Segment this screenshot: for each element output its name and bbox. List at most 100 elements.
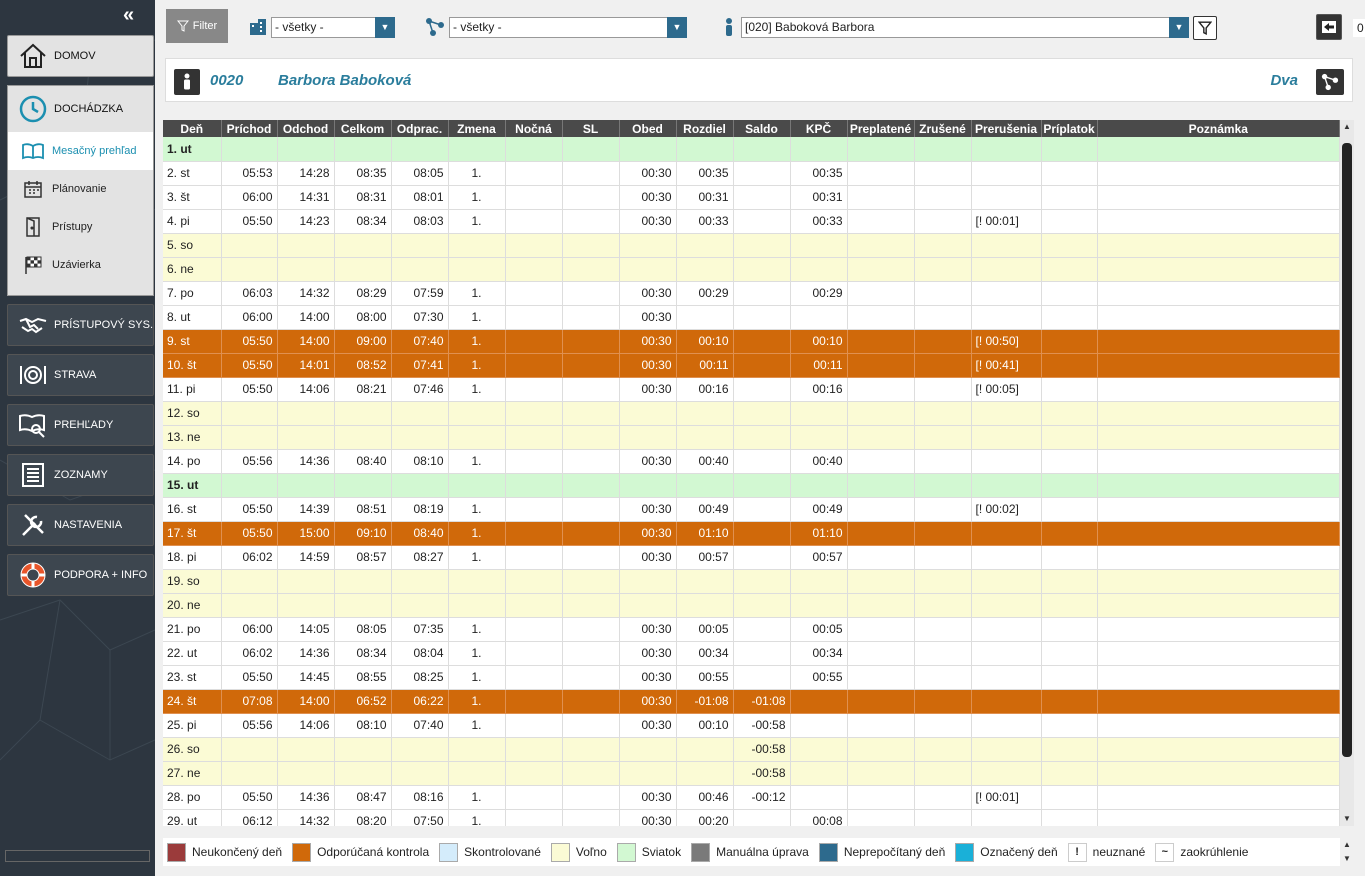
column-header[interactable]: Celkom: [334, 120, 392, 137]
table-row[interactable]: 10. št 05:50 14:01 08:52 07:41 1. 00:30 00:11 00…: [163, 353, 1340, 378]
table-row[interactable]: 20. ne: [163, 593, 1340, 618]
table-cell: [914, 377, 972, 402]
table-cell: [733, 473, 791, 498]
table-cell: [562, 665, 620, 690]
back-button[interactable]: [1316, 14, 1342, 40]
scrollbar-thumb[interactable]: [1342, 143, 1352, 757]
scroll-up-arrow-icon[interactable]: ▲: [1343, 122, 1351, 131]
nav-podpora[interactable]: PODPORA + INFO: [7, 554, 154, 596]
table-cell: [505, 497, 563, 522]
table-cell: 00:29: [790, 281, 848, 306]
table-row[interactable]: 4. pi 05:50 14:23 08:34 08:03 1. 00:30 00:33 00:…: [163, 209, 1340, 234]
table-row[interactable]: 23. st 05:50 14:45 08:55 08:25 1. 00:30 00:55 00…: [163, 665, 1340, 690]
table-row[interactable]: 27. ne -00:58: [163, 761, 1340, 786]
filter-button[interactable]: Filter: [166, 9, 228, 43]
legend-scrollbar[interactable]: ▲ ▼: [1343, 840, 1351, 863]
table-row[interactable]: 26. so -00:58: [163, 737, 1340, 762]
table-cell: 08:03: [391, 209, 449, 234]
sub-item-pristupy[interactable]: Prístupy: [8, 208, 153, 246]
table-row[interactable]: 28. po 05:50 14:36 08:47 08:16 1. 00:30 00:46 -0…: [163, 785, 1340, 810]
column-header[interactable]: Zmena: [448, 120, 506, 137]
table-row[interactable]: 5. so: [163, 233, 1340, 258]
chevron-down-icon[interactable]: ▼: [667, 17, 687, 38]
column-header[interactable]: Odprac.: [391, 120, 449, 137]
table-cell: [1041, 569, 1098, 594]
column-header[interactable]: Príchod: [221, 120, 278, 137]
table-row[interactable]: 18. pi 06:02 14:59 08:57 08:27 1. 00:30 00:57 00…: [163, 545, 1340, 570]
table-row[interactable]: 6. ne: [163, 257, 1340, 282]
table-row[interactable]: 14. po 05:56 14:36 08:40 08:10 1. 00:30 00:40 00…: [163, 449, 1340, 474]
table-row[interactable]: 24. št 07:08 14:00 06:52 06:22 1. 00:30 -01:08-…: [163, 689, 1340, 714]
table-row[interactable]: 8. ut 06:00 14:00 08:00 07:30 1. 00:30: [163, 305, 1340, 330]
table-row[interactable]: 29. ut 06:12 14:32 08:20 07:50 1. 00:30 00:20 00…: [163, 809, 1340, 826]
collapse-sidebar-button[interactable]: «: [123, 4, 135, 26]
nav-domov[interactable]: DOMOV: [7, 35, 154, 77]
table-cell: [221, 473, 278, 498]
nav-dochadzka[interactable]: DOCHÁDZKA: [8, 86, 153, 132]
nav-prehlady[interactable]: PREHĽADY: [7, 404, 154, 446]
column-header[interactable]: Zrušené: [914, 120, 972, 137]
chevron-down-icon[interactable]: ▼: [1169, 17, 1189, 38]
column-header[interactable]: Nočná: [505, 120, 563, 137]
table-row[interactable]: 3. št 06:00 14:31 08:31 08:01 1. 00:30 00:31 00:…: [163, 185, 1340, 210]
table-cell: [847, 185, 915, 210]
column-header[interactable]: SL: [562, 120, 620, 137]
table-scrollbar[interactable]: ▲ ▼: [1340, 120, 1354, 826]
table-row[interactable]: 13. ne: [163, 425, 1340, 450]
table-row[interactable]: 7. po 06:03 14:32 08:29 07:59 1. 00:30 00:29 00:…: [163, 281, 1340, 306]
department-select[interactable]: - všetky - ▼: [271, 17, 395, 38]
table-cell: [619, 593, 677, 618]
table-cell: 08:35: [334, 161, 392, 186]
column-header[interactable]: Príplatok: [1041, 120, 1098, 137]
table-cell: [1097, 377, 1340, 402]
table-row[interactable]: 16. st 05:50 14:39 08:51 08:19 1. 00:30 00:49 00…: [163, 497, 1340, 522]
sub-item-uzavierka[interactable]: Uzávierka: [8, 246, 153, 284]
table-row[interactable]: 21. po 06:00 14:05 08:05 07:35 1. 00:30 00:05 00…: [163, 617, 1340, 642]
group-hierarchy-button[interactable]: [1316, 69, 1344, 95]
table-cell: [221, 233, 278, 258]
nav-strava[interactable]: STRAVA: [7, 354, 154, 396]
table-cell: 08:20: [334, 809, 392, 826]
column-header[interactable]: Odchod: [277, 120, 335, 137]
column-header[interactable]: Prerušenia: [971, 120, 1042, 137]
scroll-down-arrow-icon[interactable]: ▼: [1343, 814, 1351, 823]
table-row[interactable]: 25. pi 05:56 14:06 08:10 07:40 1. 00:30 00:10 -0…: [163, 713, 1340, 738]
nav-zoznamy[interactable]: ZOZNAMY: [7, 454, 154, 496]
table-cell: [847, 161, 915, 186]
nav-nastavenia[interactable]: NASTAVENIA: [7, 504, 154, 546]
table-row[interactable]: 22. ut 06:02 14:36 08:34 08:04 1. 00:30 00:34 00…: [163, 641, 1340, 666]
column-header[interactable]: KPČ: [790, 120, 848, 137]
table-row[interactable]: 1. ut: [163, 137, 1340, 162]
table-cell: [562, 233, 620, 258]
table-row[interactable]: 11. pi 05:50 14:06 08:21 07:46 1. 00:30 00:16 00…: [163, 377, 1340, 402]
group-select-value: - všetky -: [453, 20, 502, 34]
column-header[interactable]: Preplatené: [847, 120, 915, 137]
table-cell: [914, 257, 972, 282]
group-select[interactable]: - všetky - ▼: [449, 17, 687, 38]
table-row[interactable]: 17. št 05:50 15:00 09:10 08:40 1. 00:30 01:10 01…: [163, 521, 1340, 546]
chevron-down-icon[interactable]: ▼: [375, 17, 395, 38]
table-row[interactable]: 2. st 05:53 14:28 08:35 08:05 1. 00:30 00:35 00:…: [163, 161, 1340, 186]
table-cell: [562, 305, 620, 330]
nav-pristupovy-system[interactable]: PRÍSTUPOVÝ SYS.: [7, 304, 154, 346]
employee-select[interactable]: [020] Baboková Barbora ▼: [741, 17, 1189, 38]
period-input[interactable]: 0: [1353, 19, 1365, 37]
table-row[interactable]: 9. st 05:50 14:00 09:00 07:40 1. 00:30 00:10 00:…: [163, 329, 1340, 354]
table-row[interactable]: 15. ut: [163, 473, 1340, 498]
column-header[interactable]: Poznámka: [1097, 120, 1340, 137]
column-header[interactable]: Deň: [163, 120, 222, 137]
table-cell: [505, 185, 563, 210]
table-cell: [676, 257, 734, 282]
table-cell: [562, 737, 620, 762]
table-cell: [733, 257, 791, 282]
sub-item-mesacny-prehlad[interactable]: Mesačný prehľad: [8, 132, 153, 170]
table-row[interactable]: 19. so: [163, 569, 1340, 594]
column-header[interactable]: Rozdiel: [676, 120, 734, 137]
employee-filter-button[interactable]: [1193, 16, 1217, 40]
table-cell: [914, 497, 972, 522]
sub-item-planovanie[interactable]: Plánovanie: [8, 170, 153, 208]
column-header[interactable]: Obed: [619, 120, 677, 137]
table-row[interactable]: 12. so: [163, 401, 1340, 426]
column-header[interactable]: Saldo: [733, 120, 791, 137]
table-cell: [790, 233, 848, 258]
